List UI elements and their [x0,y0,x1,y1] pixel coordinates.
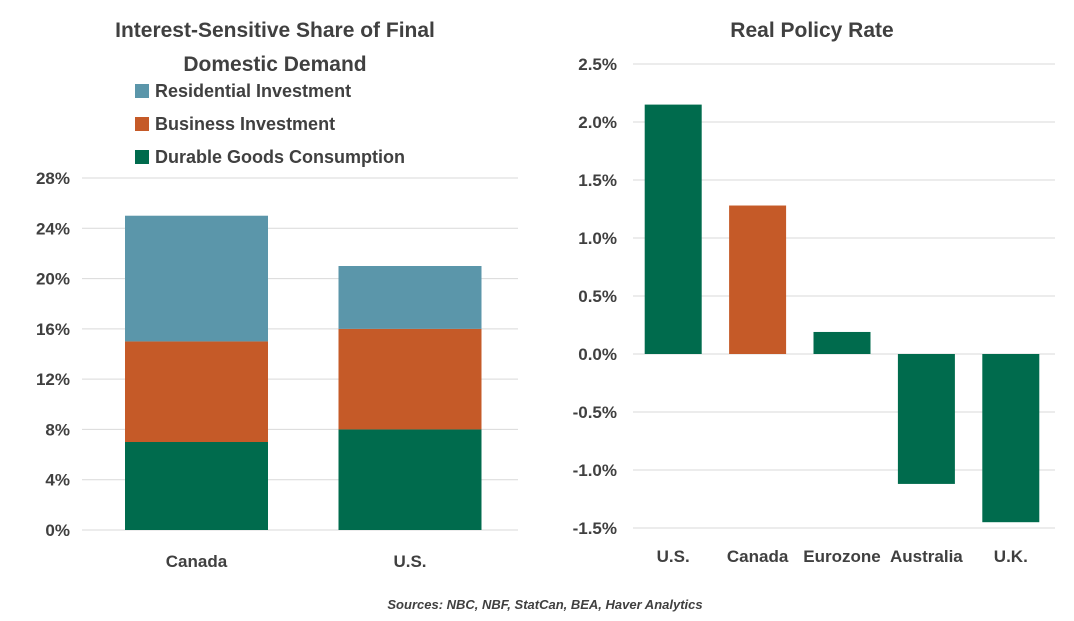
bar-canada-residential-investment [125,215,268,342]
right-y-tick-label: -1.0% [573,461,617,480]
legend-swatch-residential-investment [135,84,149,98]
bar-canada-business-investment [125,341,268,442]
legend-swatch-business-investment [135,117,149,131]
left-y-tick-label: 0% [45,521,70,540]
real-policy-rate-chart: Real Policy Rate -1.5% -1.0% -0.5% 0.0% 0.5%… [573,19,1055,566]
right-y-tick-label: 1.0% [578,229,617,248]
left-chart-legend: Residential Investment Business Investmen… [135,81,405,167]
right-y-tick-label: 2.5% [578,55,617,74]
right-x-tick-label: Eurozone [803,547,880,566]
legend-label-business-investment: Business Investment [155,114,335,134]
left-y-tick-label: 20% [36,270,70,289]
right-chart-x-axis: U.S. Canada Eurozone Australia U.K. [657,547,1028,566]
bar-u-s-durable-goods-consumption [338,429,482,530]
bar-eurozone [813,331,871,354]
left-x-tick-label: U.S. [393,552,426,571]
left-chart-title-line-2: Domestic Demand [183,53,366,76]
right-y-tick-label: 0.0% [578,345,617,364]
right-y-tick-label: 1.5% [578,171,617,190]
left-y-tick-label: 28% [36,169,70,188]
bar-canada-durable-goods-consumption [125,442,268,530]
bar-canada [729,205,787,354]
left-y-tick-label: 16% [36,320,70,339]
bar-u-k [982,354,1040,523]
left-chart-bars [125,215,482,530]
left-y-tick-label: 12% [36,370,70,389]
right-x-tick-label: Canada [727,547,789,566]
right-y-tick-label: 2.0% [578,113,617,132]
left-chart-title-line-1: Interest-Sensitive Share of Final [115,19,435,42]
bar-australia [897,354,955,484]
right-x-tick-label: U.K. [994,547,1028,566]
legend-label-durable-goods-consumption: Durable Goods Consumption [155,147,405,167]
left-chart-y-axis: 0% 4% 8% 12% 16% 20% 24% 28% [36,169,70,540]
left-x-tick-label: Canada [166,552,228,571]
bar-u-s-residential-investment [338,266,482,329]
bar-u-s [644,104,702,354]
right-chart-bars [644,104,1040,523]
right-x-tick-label: U.S. [657,547,690,566]
right-y-tick-label: -1.5% [573,519,617,538]
stacked-share-chart: Interest-Sensitive Share of Final Domest… [36,19,518,571]
left-chart-x-axis: Canada U.S. [166,552,427,571]
legend-label-residential-investment: Residential Investment [155,81,351,101]
right-chart-title: Real Policy Rate [730,19,893,42]
legend-swatch-durable-goods-consumption [135,150,149,164]
left-y-tick-label: 24% [36,219,70,238]
source-note: Sources: NBC, NBF, StatCan, BEA, Haver A… [387,597,702,612]
left-y-tick-label: 4% [45,471,70,490]
right-y-tick-label: 0.5% [578,287,617,306]
left-y-tick-label: 8% [45,420,70,439]
right-y-tick-label: -0.5% [573,403,617,422]
right-chart-y-axis: -1.5% -1.0% -0.5% 0.0% 0.5% 1.0% 1.5% 2.0% 2.5% [573,55,617,538]
right-x-tick-label: Australia [890,547,963,566]
bar-u-s-business-investment [338,328,482,430]
